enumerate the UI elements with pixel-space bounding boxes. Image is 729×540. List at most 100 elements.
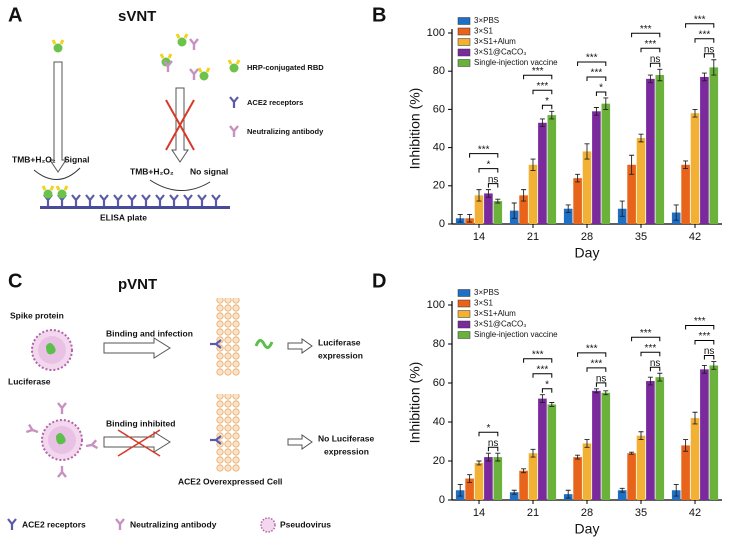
error-bar — [530, 158, 536, 171]
error-bar — [683, 439, 689, 452]
error-bar — [692, 411, 698, 425]
no-expression-label: No Luciferase — [318, 433, 374, 443]
panel-c: C pVNT Spike protein Luciferase Binding … — [6, 270, 374, 533]
x-tick-label: 14 — [473, 507, 485, 519]
significance-bracket — [532, 89, 553, 95]
significance-label: ns — [488, 174, 499, 185]
x-tick-label: 42 — [689, 231, 701, 243]
error-bar — [549, 402, 555, 407]
x-tick-label: 28 — [581, 507, 593, 519]
curve — [149, 179, 211, 191]
error-bar — [549, 110, 555, 120]
panel-label: A — [8, 4, 22, 26]
error-bar — [521, 189, 527, 202]
significance-bracket — [703, 355, 715, 360]
legend-swatch — [457, 59, 471, 67]
x-tick-label: 21 — [527, 231, 539, 243]
significance-bracket — [703, 53, 715, 58]
significance-label: * — [486, 159, 490, 170]
bar — [655, 75, 665, 225]
panel-a: A sVNT TMB+H₂O₂ Signal TMB+H₂O₂ No signa… — [8, 4, 324, 222]
bar — [646, 78, 655, 224]
significance-bracket — [532, 373, 553, 378]
error-bar — [673, 204, 679, 221]
bar — [484, 457, 493, 500]
bar — [538, 398, 547, 500]
significance-label: ns — [650, 54, 661, 65]
bar — [681, 445, 690, 500]
expression-label: Luciferase — [318, 337, 361, 347]
significance-label: ns — [650, 358, 661, 369]
bar — [493, 201, 503, 224]
bar — [601, 103, 611, 224]
y-tick-label: 0 — [439, 218, 445, 230]
significance-label: ns — [488, 438, 499, 449]
y-tick-label: 40 — [433, 416, 445, 428]
arrow-down — [49, 61, 67, 173]
legend-label: 3×S1 — [474, 299, 493, 308]
bar — [547, 115, 557, 224]
error-bar — [521, 468, 527, 474]
significance-bracket — [577, 61, 607, 66]
bar — [573, 178, 582, 224]
bar — [690, 418, 700, 500]
legend-label: Neutralizing antibody — [130, 519, 217, 529]
legend-icon — [228, 95, 240, 110]
significance-label: ns — [704, 346, 715, 357]
significance-bracket — [640, 47, 661, 53]
legend-swatch — [457, 17, 471, 25]
error-bar — [575, 173, 581, 183]
error-bar — [495, 452, 501, 462]
bar — [484, 193, 493, 224]
legend-label: 3×S1 — [474, 27, 493, 36]
bar — [547, 404, 557, 500]
significance-bracket — [649, 62, 661, 68]
error-bar — [584, 143, 590, 160]
panel-label: D — [372, 270, 386, 292]
legend-label: 3×S1@CaCO₃ — [474, 48, 527, 57]
significance-bracket — [541, 388, 553, 393]
inhibited-label: Binding inhibited — [106, 418, 175, 428]
bar — [474, 195, 484, 224]
significance-bracket — [586, 367, 607, 372]
significance-label: *** — [640, 328, 652, 339]
bar — [627, 453, 636, 500]
y-tick-label: 100 — [427, 27, 445, 39]
x-tick-label: 35 — [635, 507, 647, 519]
bar — [636, 138, 646, 224]
cell-label: ACE2 Overexpressed Cell — [178, 476, 282, 486]
legend-label: ACE2 receptors — [247, 98, 303, 107]
significance-bracket — [649, 366, 661, 372]
significance-bracket — [694, 38, 715, 43]
legend-label: 3×S1+Alum — [474, 37, 516, 46]
error-bar — [647, 376, 653, 386]
bar — [528, 164, 538, 224]
bar — [528, 453, 538, 500]
panel-label: B — [372, 4, 386, 26]
bar — [519, 470, 528, 500]
significance-label: *** — [537, 364, 549, 375]
bar — [509, 492, 519, 500]
significance-label: *** — [694, 14, 706, 25]
x-axis-label: Day — [575, 521, 600, 537]
cross — [165, 99, 195, 151]
error-bar — [629, 154, 635, 175]
significance-bracket — [487, 183, 499, 188]
bar — [493, 457, 503, 500]
bar — [700, 369, 709, 500]
error-bar — [565, 489, 571, 499]
curve — [33, 167, 81, 180]
y-tick-label: 60 — [433, 377, 445, 389]
significance-bracket — [487, 446, 499, 452]
error-bar — [711, 59, 717, 76]
bar — [465, 478, 474, 500]
blocked-virus — [25, 401, 99, 479]
bar — [592, 390, 601, 500]
legend-swatch — [457, 299, 471, 308]
x-tick-label: 28 — [581, 231, 593, 243]
bar — [636, 435, 646, 500]
significance-bracket — [631, 336, 661, 342]
significance-label: *** — [591, 68, 603, 79]
error-bar — [565, 204, 571, 213]
significance-label: ns — [704, 44, 715, 55]
